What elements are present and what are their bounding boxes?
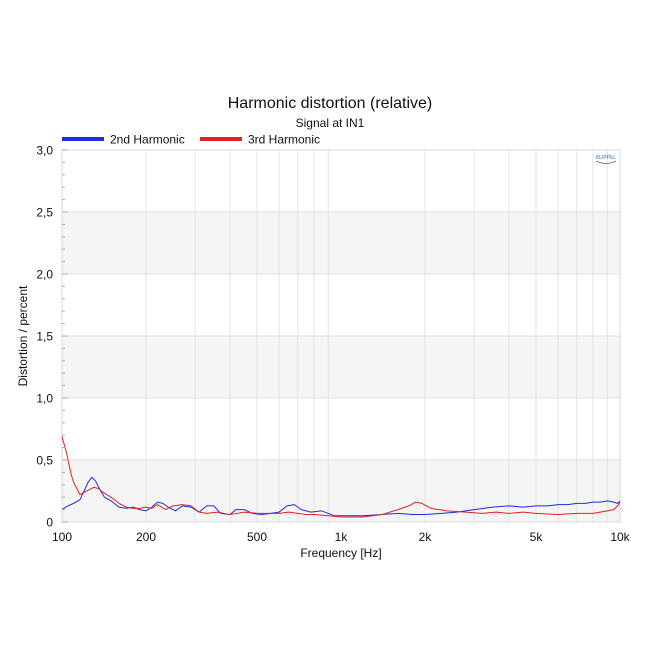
legend: 2nd Harmonic 3rd Harmonic (62, 133, 320, 147)
y-axis-ticks: 0 0,5 1,0 1,5 2,0 2,5 3,0 (36, 144, 68, 530)
y-tick-label: 3,0 (36, 144, 53, 158)
x-tick-label: 200 (136, 530, 156, 544)
y-tick-label: 0 (46, 516, 53, 530)
x-tick-label: 1k (335, 530, 349, 544)
y-tick-label: 2,5 (36, 206, 53, 220)
y-tick-label: 0,5 (36, 454, 53, 468)
y-axis-label: Distortion / percent (16, 285, 30, 386)
x-tick-label: 5k (530, 530, 544, 544)
background-band (62, 460, 620, 522)
x-tick-label: 100 (52, 530, 72, 544)
legend-label-3rd-harmonic: 3rd Harmonic (248, 133, 320, 147)
background-band (62, 212, 620, 274)
background-bands (62, 212, 620, 522)
series-line-2nd-harmonic (61, 476, 621, 517)
klippel-logo: KLIPPEL (595, 155, 617, 164)
background-band (62, 336, 620, 398)
y-tick-label: 2,0 (36, 268, 53, 282)
y-tick-label: 1,5 (36, 330, 53, 344)
grid-lines (62, 149, 620, 523)
series-line-3rd-harmonic (61, 436, 621, 518)
chart-subtitle: Signal at IN1 (296, 116, 365, 130)
x-tick-label: 10k (610, 530, 630, 544)
series-lines (61, 436, 621, 518)
x-axis-ticks: 100 200 500 1k 2k 5k 10k (52, 530, 631, 544)
x-tick-label: 500 (247, 530, 267, 544)
legend-label-2nd-harmonic: 2nd Harmonic (110, 133, 185, 147)
chart-title: Harmonic distortion (relative) (228, 95, 433, 112)
y-tick-label: 1,0 (36, 392, 53, 406)
x-tick-label: 2k (419, 530, 433, 544)
x-axis-label: Frequency [Hz] (300, 546, 381, 560)
klippel-logo-text: KLIPPEL (596, 155, 617, 161)
klippel-logo-swoosh (595, 160, 617, 164)
